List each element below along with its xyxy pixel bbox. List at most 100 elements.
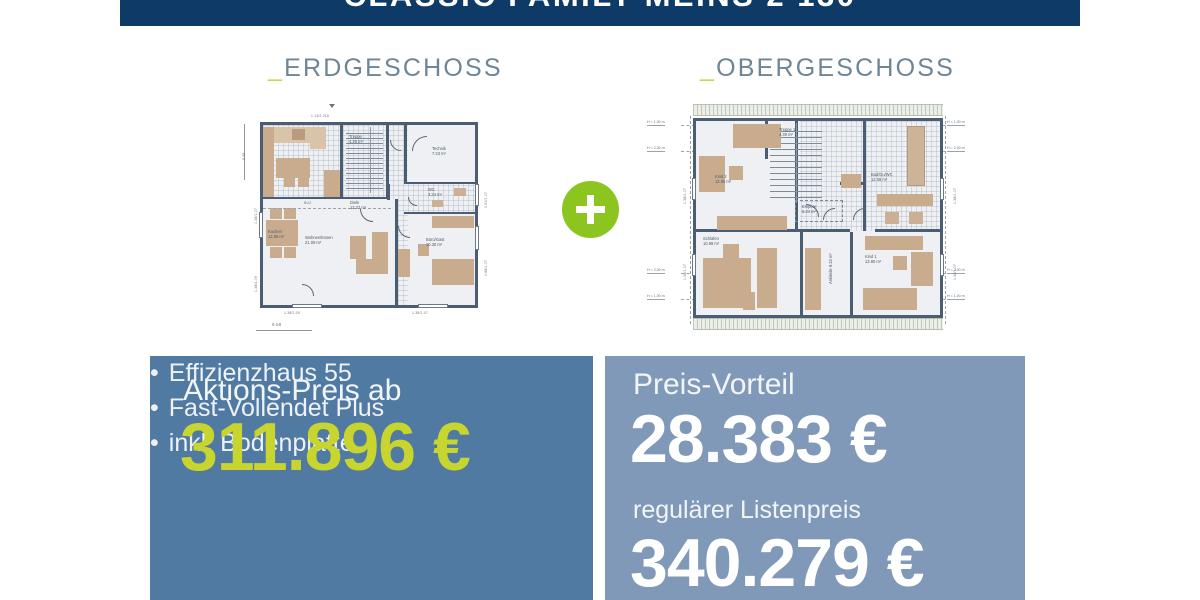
room-name: Schlafen (703, 236, 719, 241)
height-mark-left: H = 2,00 m (647, 146, 665, 152)
window-dimension: 1.38/1.07 (953, 188, 957, 204)
heading-underscore-prefix: _ (268, 54, 285, 82)
window-dimension: 1.38/1.07 (683, 264, 687, 280)
window-dimension: 0.88/1.07 (484, 260, 488, 276)
price-advantage-value: 28.383 € (630, 401, 888, 477)
window (692, 254, 696, 276)
height-mark-right: H = 2,00 m (947, 268, 965, 274)
bed (863, 288, 917, 310)
plan-top-dimension: 1.13/2.215 (311, 114, 330, 118)
wc-fixture (454, 188, 466, 196)
armchair (350, 236, 366, 259)
room-area: 21.09 m² (305, 240, 322, 246)
room-area: 12.27 m² (350, 205, 367, 211)
heading-upper-floor-label: OBERGESCHOSS (716, 54, 956, 82)
list-item: Fast-Vollendet Plus (150, 391, 593, 426)
boundary-line (263, 208, 391, 209)
chair (270, 247, 282, 258)
height-mark-left: H = 1,00 m (647, 120, 665, 126)
kitchen-counter (263, 127, 274, 197)
interior-wall (800, 229, 850, 232)
terrace-door-leaf (292, 304, 322, 308)
interior-wall (404, 125, 407, 184)
interior-wall (404, 212, 475, 214)
room-label-wc: WC 3.34 m² (428, 187, 442, 197)
action-price-value: 311.896 € (180, 409, 471, 485)
height-mark-left: H = 2,00 m (647, 268, 665, 274)
room-area: 5.34 m² (802, 209, 816, 215)
window-dimension: 1.38/1.07 (953, 264, 957, 280)
header-bar: CLASSIC FAMILY MEINS 2 130 (120, 0, 1080, 26)
plan-top-marker-icon (329, 104, 335, 108)
window-dimension: 1.38/2.09 (254, 276, 258, 292)
window-dimension: 1.38/1.07 (683, 188, 687, 204)
window (692, 178, 696, 200)
toilet (885, 212, 899, 224)
room-area: 10.99 m² (703, 241, 720, 247)
room-name: Kind 2 (715, 174, 727, 179)
window-dimension: 0.51/1.07 (484, 192, 488, 208)
bathtub (907, 126, 925, 186)
room-area: 7.23 m² (432, 151, 446, 157)
window (418, 304, 448, 308)
heading-ground-floor-label: ERDGESCHOSS (284, 54, 503, 82)
room-area: 4.39 m² (349, 139, 363, 145)
kitchen-sink (292, 129, 305, 140)
room-label-diele: Diele 12.27 m² (350, 200, 366, 210)
nightstand (743, 292, 755, 310)
wardrobe (699, 156, 725, 192)
shelf (841, 174, 861, 188)
price-advantage-label: Preis-Vorteil (633, 368, 795, 401)
interior-wall (387, 184, 390, 200)
nightstand (893, 256, 907, 270)
room-label-technik: Technik 7.23 m² (432, 146, 446, 156)
plan-width-dimension: 9.58 (272, 322, 282, 327)
plus-icon (562, 181, 619, 238)
room-area: 3.34 m² (428, 192, 442, 198)
room-area: 10.30 m² (426, 242, 443, 248)
room-area: 9.33 m² (828, 253, 833, 268)
door-swing (412, 136, 427, 151)
bed (432, 259, 474, 285)
window (940, 254, 944, 276)
list-item: Effizienzhaus 55 (150, 356, 593, 391)
staircase (344, 127, 385, 193)
closet-unit (805, 248, 821, 310)
kitchen-unit (324, 170, 340, 197)
wardrobe (911, 252, 933, 286)
price-advantage-panel: Preis-Vorteil 28.383 € regulärer Listenp… (605, 356, 1025, 600)
room-label-treppe1: Treppe 1 4.39 m² (779, 127, 795, 137)
interior-wall (386, 125, 389, 199)
roof-hatch-bottom (693, 318, 943, 330)
list-price-label: regulärer Listenpreis (633, 496, 861, 524)
room-name: Kind 1 (865, 254, 877, 259)
room-label-ankleide: Ankleide 9.33 m² (828, 253, 833, 284)
room-label-kind2: Kind 2 12.05 m² (715, 174, 731, 184)
interior-wall (800, 232, 803, 315)
interior-wall (340, 125, 343, 199)
vanity (877, 194, 933, 206)
nightstand (729, 166, 743, 180)
list-item: inkl. Bodenplatte (150, 426, 593, 461)
room-name: WC (428, 187, 435, 192)
technik-surface (408, 125, 475, 183)
room-name: Kochen (268, 229, 282, 234)
list-price-value: 340.279 € (630, 525, 925, 600)
action-price-label: Aktions-Preis ab (183, 374, 402, 407)
action-price-panel: Aktions-Preis ab 311.896 € Effizienzhaus… (150, 356, 593, 600)
room-label-treppe: Treppe 4.39 m² (349, 134, 363, 144)
height-mark-right: H = 1,00 m (947, 120, 965, 126)
sofa (372, 232, 388, 274)
room-area: 13.80 m² (865, 259, 882, 265)
chair (284, 178, 295, 187)
interior-wall (263, 197, 388, 199)
staircase (769, 123, 825, 203)
shelf (398, 249, 410, 277)
room-label-empore: Empore 5.34 m² (802, 204, 816, 214)
room-name: Technik (432, 146, 446, 151)
interior-wall (863, 121, 866, 231)
interior-wall (875, 229, 940, 232)
page-title: CLASSIC FAMILY MEINS 2 130 (344, 0, 857, 14)
window (475, 184, 479, 206)
dining-table (266, 220, 298, 246)
